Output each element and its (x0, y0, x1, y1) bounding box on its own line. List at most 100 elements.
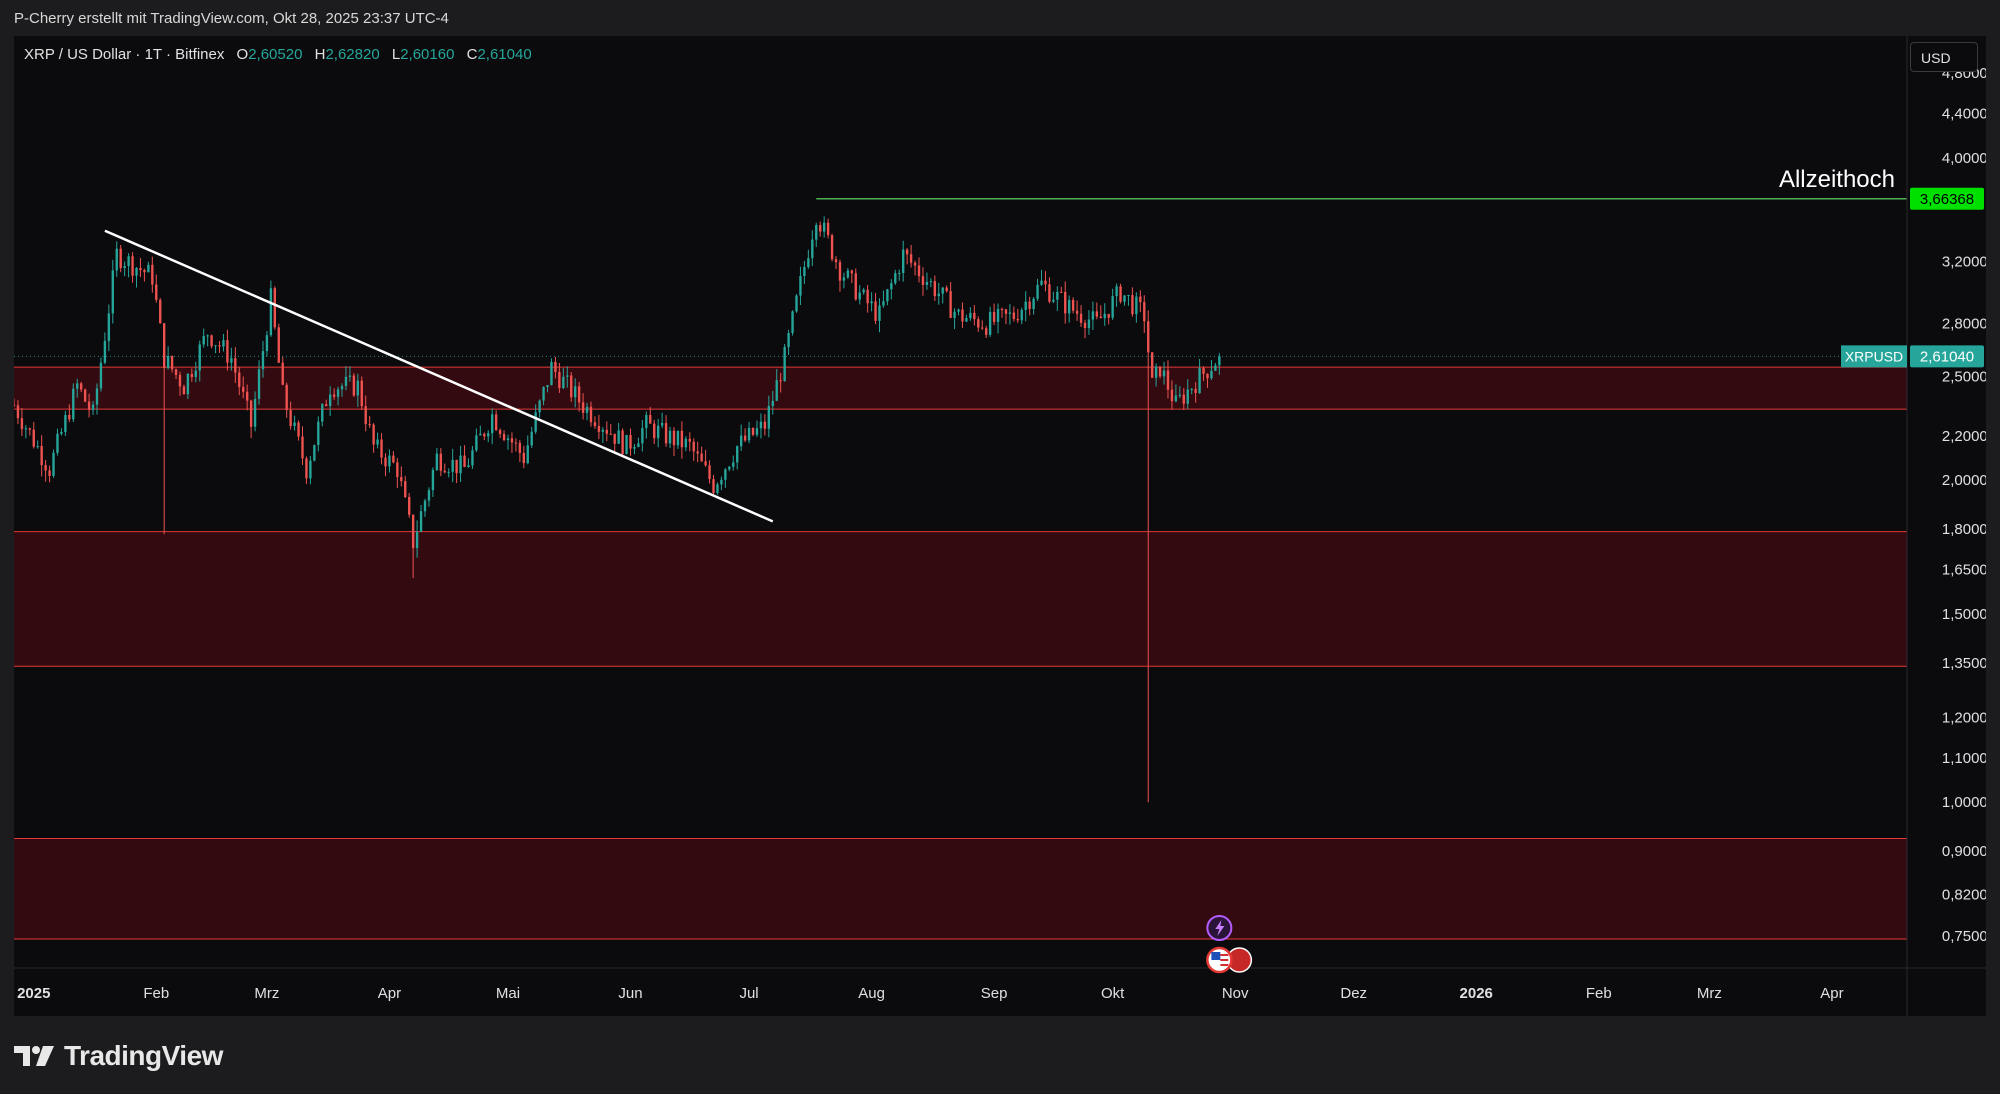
candle-body (759, 421, 763, 429)
candle-body (1158, 366, 1162, 377)
low-value: 2,60160 (400, 46, 455, 63)
candle-body (431, 469, 435, 491)
candle-body (1178, 394, 1182, 396)
currency-button[interactable]: USD (1910, 42, 1978, 72)
candle-body (234, 358, 237, 373)
candle-body (763, 421, 767, 429)
brand-name: TradingView (64, 1040, 223, 1071)
candle-body (506, 438, 510, 441)
open-value: 2,60520 (248, 46, 303, 63)
candle-body (609, 433, 612, 435)
candle-body (550, 361, 553, 386)
candle-body (131, 256, 134, 276)
candle-body (858, 292, 861, 300)
candle-body (736, 446, 739, 463)
open-label: O (236, 46, 249, 63)
candle-body (447, 471, 450, 473)
candle-body (190, 373, 194, 378)
candle-body (1016, 318, 1019, 321)
candle-body (822, 222, 826, 232)
candle-body (807, 258, 810, 267)
candle-body (585, 406, 589, 413)
candle-body (941, 287, 944, 294)
candle-body (273, 288, 277, 328)
candle-body (1087, 319, 1091, 329)
price-tick: 1,35000 (1942, 655, 1986, 672)
price-tick: 2,20000 (1942, 428, 1986, 445)
candle-body (1079, 313, 1083, 323)
candle-body (1099, 316, 1102, 319)
candle-body (649, 415, 652, 424)
candle-body (771, 400, 774, 407)
candle-body (368, 424, 371, 426)
price-tick: 2,50000 (1942, 368, 1986, 385)
candle-body (376, 439, 379, 445)
candle-body (593, 422, 597, 427)
candle-body (1004, 309, 1008, 314)
symbol-legend[interactable]: XRP / US Dollar · 1T · Bitfinex O2,60520… (24, 46, 532, 63)
candle-body (629, 435, 632, 449)
candle-body (56, 433, 59, 453)
candle-body (819, 225, 822, 232)
zone-fill (14, 838, 1907, 940)
candle-body (372, 424, 375, 445)
candle-body (743, 435, 747, 441)
candle-body (988, 311, 992, 335)
candle-body (24, 428, 28, 430)
candle-body (522, 452, 525, 464)
candle-body (467, 465, 470, 467)
candle-body (44, 465, 47, 471)
candle-body (838, 262, 842, 281)
candle-body (443, 470, 446, 473)
candle-body (830, 235, 834, 260)
candle-body (514, 442, 518, 444)
symbol-tag-box (1841, 345, 1907, 368)
candle-body (1107, 313, 1110, 318)
candle-body (589, 406, 593, 423)
candle-body (28, 428, 31, 430)
candle-body (783, 347, 786, 382)
candle-body (72, 388, 75, 420)
candle-body (48, 470, 51, 476)
candle-body (475, 435, 478, 451)
candle-body (637, 443, 640, 447)
candle-body (423, 500, 427, 512)
candle-body (862, 289, 865, 293)
candle-body (325, 404, 328, 407)
candle-body (668, 430, 672, 444)
price-chart[interactable]: Allzeithoch 2025 Feb Mrz Apr Mai Jun Jul Aug Sep… (14, 36, 1986, 1016)
candle-body (206, 335, 209, 337)
time-tick: Jun (618, 985, 642, 1002)
brand-footer[interactable]: TradingView (14, 1036, 223, 1076)
trendline (104, 229, 774, 523)
candle-body (890, 283, 893, 290)
candle-body (285, 384, 288, 411)
candle-body (973, 312, 976, 320)
candle-body (1020, 309, 1023, 321)
candle-body (20, 418, 24, 430)
candle-body (226, 340, 229, 363)
candle-body (151, 264, 154, 285)
drawings: Allzeithoch (104, 166, 1907, 523)
candle-body (293, 422, 296, 427)
time-tick: Apr (378, 985, 401, 1002)
candle-body (732, 462, 735, 467)
candle-body (815, 225, 818, 240)
candle-body (957, 309, 960, 312)
support-zones (14, 366, 1907, 940)
candle-body (214, 345, 217, 347)
candle-body (1150, 352, 1154, 378)
candle-body (439, 453, 442, 471)
candle-body (107, 313, 111, 341)
chart-area[interactable]: Allzeithoch 2025 Feb Mrz Apr Mai Jun Jul Aug Sep… (14, 36, 1986, 1016)
time-tick: Apr (1820, 985, 1843, 1002)
candle-body (162, 323, 166, 368)
candle-body (546, 385, 549, 388)
candle-body (352, 375, 356, 396)
candle-body (1028, 301, 1031, 310)
price-tick: 1,50000 (1942, 606, 1986, 623)
candle-body (1170, 389, 1174, 402)
candle-body (898, 273, 901, 275)
candle-body (909, 254, 913, 263)
